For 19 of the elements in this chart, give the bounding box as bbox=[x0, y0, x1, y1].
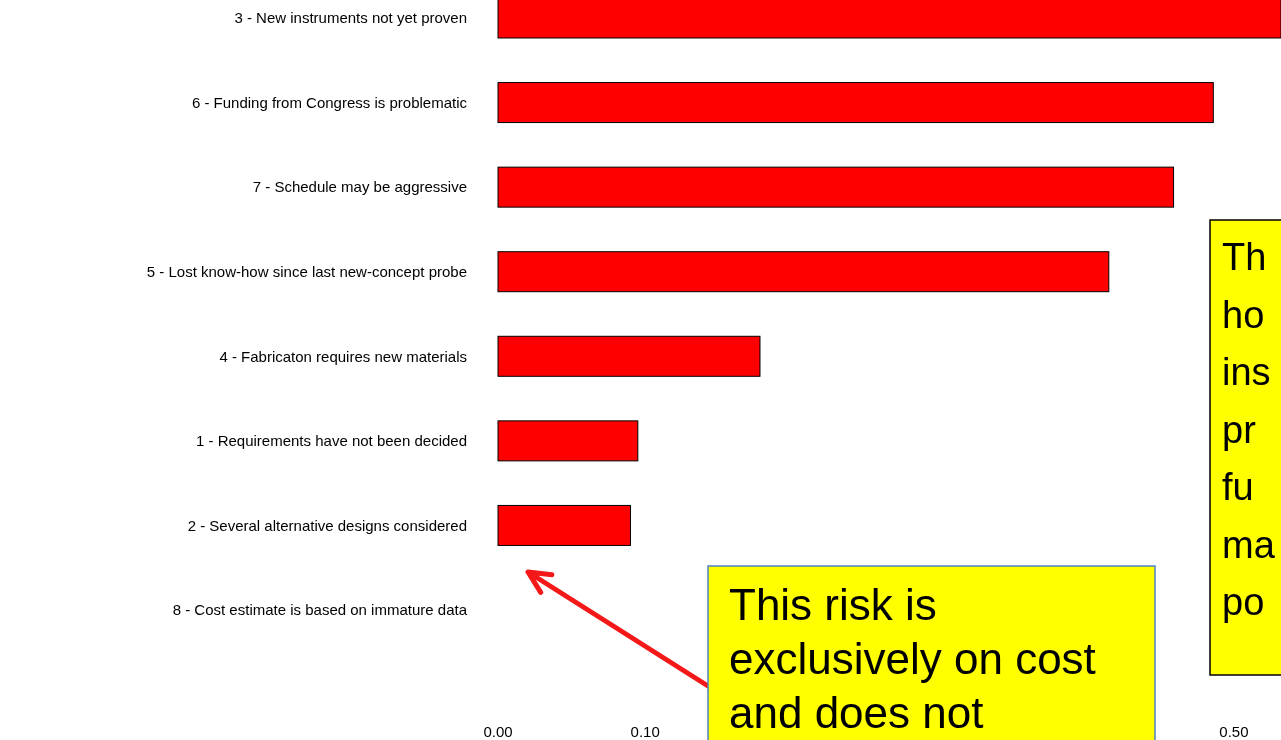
y-tick-label: 6 - Funding from Congress is problematic bbox=[191, 93, 468, 111]
y-tick-label: 8 - Cost estimate is based on immature data bbox=[172, 601, 468, 619]
y-tick-label: 1 - Requirements have not been decided bbox=[195, 432, 467, 450]
y-tick-label: 7 - Schedule may be aggressive bbox=[252, 178, 467, 196]
x-tick-label: 0.00 bbox=[483, 723, 513, 740]
annotation: Th ho ins pr fu ma po bbox=[1222, 236, 1276, 623]
x-tick-label: 0.50 bbox=[1219, 723, 1249, 740]
bar bbox=[497, 251, 1110, 293]
bar bbox=[497, 420, 639, 462]
y-tick-label: 5 - Lost know-how since last new-concept probe bbox=[146, 262, 467, 280]
y-tick-label: 4 - Fabricaton requires new materials bbox=[219, 347, 467, 365]
bar bbox=[497, 504, 631, 546]
x-tick-label: 0.10 bbox=[630, 723, 660, 740]
y-tick-label: 3 - New instruments not yet proven bbox=[234, 9, 467, 27]
y-tick-label: 2 - Several alternative designs considered bbox=[187, 516, 467, 534]
bar bbox=[497, 335, 761, 377]
bar bbox=[497, 166, 1175, 208]
annotation: This risk is exclusively on cost and does not bbox=[729, 580, 1096, 737]
bar bbox=[497, 82, 1214, 124]
